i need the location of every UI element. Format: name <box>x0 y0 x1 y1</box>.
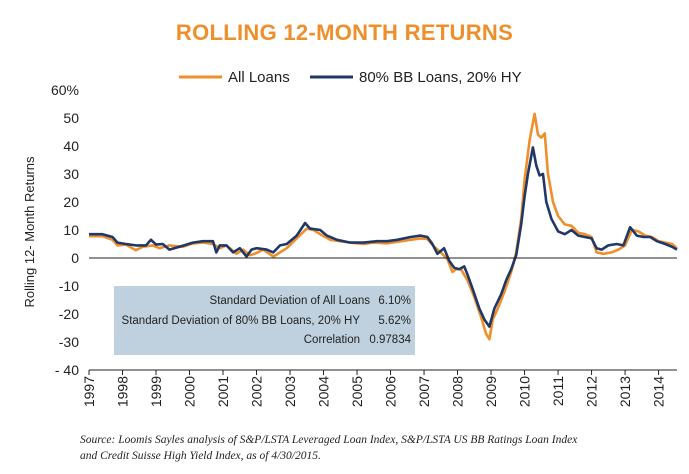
y-tick-label: 50 <box>63 110 79 126</box>
y-axis-ticks: 60% 50 40 30 20 10 0 -10 -20 -30 - 40 <box>51 82 79 378</box>
x-tick-label: 2000 <box>182 376 198 407</box>
x-tick-label: 2001 <box>215 376 231 407</box>
x-tick-label: 2007 <box>416 376 432 407</box>
x-tick-label: 1999 <box>148 376 164 407</box>
x-tick-label: 2011 <box>550 376 566 406</box>
stats-label-std-bb-loans: Standard Deviation of 80% BB Loans, 20% … <box>122 315 361 327</box>
x-tick-label: 2010 <box>517 376 533 407</box>
y-tick-label: 0 <box>71 250 79 266</box>
y-axis-label: Rolling 12- Month Returns <box>22 156 37 308</box>
x-tick-label: 2005 <box>349 376 365 407</box>
x-tick-label: 2009 <box>483 376 499 407</box>
x-tick-label: 2013 <box>617 376 633 407</box>
y-tick-label: -20 <box>59 306 79 322</box>
x-tick-label: 2014 <box>651 376 667 407</box>
stats-label-std-all-loans: Standard Deviation of All Loans <box>210 295 371 307</box>
x-tick-label: 2003 <box>282 376 298 407</box>
legend-label-bb-loans: 80% BB Loans, 20% HY <box>359 69 522 86</box>
source-note-line-2: and Credit Suisse High Yield Index, as o… <box>80 450 321 462</box>
x-tick-label: 2004 <box>316 376 332 407</box>
y-tick-label: -10 <box>59 278 79 294</box>
x-tick-label: 2002 <box>249 376 265 407</box>
legend: All Loans 80% BB Loans, 20% HY <box>179 69 522 86</box>
series-lines <box>89 112 678 341</box>
y-tick-label: -30 <box>59 334 79 350</box>
stats-value-std-bb-loans: 5.62% <box>378 315 411 327</box>
x-tick-label: 2006 <box>383 376 399 407</box>
x-tick-label: 2008 <box>450 376 466 407</box>
y-tick-label: 20 <box>63 194 79 210</box>
x-tick-label: 2012 <box>584 376 600 407</box>
series-line-bb-loans <box>89 146 678 328</box>
y-tick-label: 60% <box>51 82 79 98</box>
y-tick-label: - 40 <box>55 362 79 378</box>
source-note-line-1: Source: Loomis Sayles analysis of S&P/LS… <box>80 434 578 446</box>
chart-title: ROLLING 12-MONTH RETURNS <box>175 20 514 45</box>
stats-box <box>114 286 415 355</box>
stats-value-correlation: 0.97834 <box>369 334 411 346</box>
x-tick-label: 1997 <box>81 376 97 407</box>
stats-label-correlation: Correlation <box>304 334 360 346</box>
legend-label-all-loans: All Loans <box>228 69 290 86</box>
y-tick-label: 40 <box>63 138 79 154</box>
stats-value-std-all-loans: 6.10% <box>378 295 411 307</box>
x-axis-ticks: 1997 1998 1999 2000 2001 2002 2003 2004 2005 2006… <box>81 369 677 407</box>
y-tick-label: 10 <box>63 222 79 238</box>
source-note: Source: Loomis Sayles analysis of S&P/LS… <box>80 432 670 464</box>
y-tick-label: 30 <box>63 166 79 182</box>
x-tick-label: 1998 <box>115 376 131 407</box>
stats-annotation: Standard Deviation of All Loans 6.10% St… <box>122 295 412 346</box>
series-line-all-loans <box>89 112 678 341</box>
